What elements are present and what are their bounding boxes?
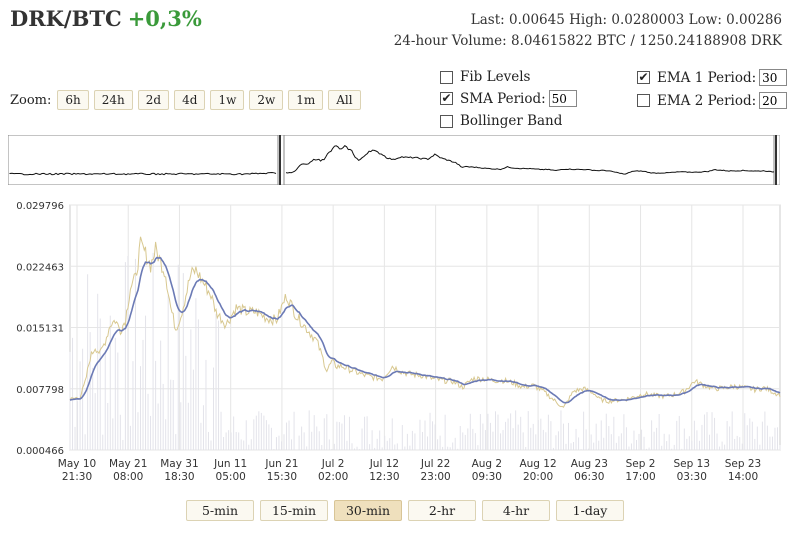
zoom-6h-button[interactable]: 6h [57,90,89,110]
zoom-4d-button[interactable]: 4d [174,90,206,110]
zoom-2w-button[interactable]: 2w [249,90,284,110]
fib-label: Fib Levels [460,69,531,85]
ema1-period-input[interactable] [759,69,788,86]
y-tick-label: 0.022463 [16,262,64,273]
zoom-2d-button[interactable]: 2d [137,90,170,110]
sma-period-input[interactable] [548,90,577,107]
volume-bars [69,252,781,450]
ema2-period-input[interactable] [759,92,788,109]
x-tick-time: 18:30 [164,471,194,483]
series-lines [69,236,781,408]
x-tick-date: Jun 11 [213,458,247,470]
bollinger-checkbox[interactable] [440,114,453,128]
x-tick-date: Jul 2 [321,458,345,470]
ema-line [69,256,781,404]
period-15min-button[interactable]: 15-min [260,500,328,521]
sma-option[interactable]: ✔ SMA Period: [440,90,577,107]
ema2-option[interactable]: EMA 2 Period: [637,92,788,109]
x-tick-date: Jul 22 [420,458,450,470]
period-30min-button[interactable]: 30-min [334,500,402,521]
x-tick-date: Jul 12 [369,458,399,470]
x-tick-time: 21:30 [62,471,92,483]
fib-option[interactable]: Fib Levels [440,69,530,85]
pair-title: DRK/BTC +0,3% [10,6,202,31]
x-tick-time: 15:30 [267,471,297,483]
x-tick-time: 08:00 [113,471,143,483]
ema1-checkbox[interactable]: ✔ [637,70,650,84]
bollinger-option[interactable]: Bollinger Band [440,113,562,129]
navigator-mask-right [283,135,775,185]
sma-checkbox[interactable]: ✔ [440,91,453,105]
x-tick-date: Aug 23 [571,458,608,470]
ema2-label: EMA 2 Period: [657,92,757,109]
x-tick-date: Aug 2 [472,458,503,470]
x-tick-date: May 21 [109,458,147,470]
navigator-mask-left [8,135,279,185]
zoom-1m-button[interactable]: 1m [288,90,324,110]
x-tick-time: 12:30 [369,471,399,483]
x-tick-date: May 31 [160,458,198,470]
x-tick-time: 14:00 [728,471,758,483]
x-tick-date: Sep 23 [725,458,762,470]
x-tick-date: Jun 21 [264,458,298,470]
chart-grid [69,204,781,451]
x-tick-time: 06:30 [574,471,604,483]
price-stats: Last: 0.00645 High: 0.0280003 Low: 0.002… [470,12,782,28]
y-tick-label: 0.029796 [16,201,64,212]
y-tick-label: 0.000466 [16,446,64,457]
zoom-1w-button[interactable]: 1w [210,90,245,110]
zoom-all-button[interactable]: All [328,90,361,110]
period-1day-button[interactable]: 1-day [556,500,624,521]
x-tick-date: Aug 12 [519,458,556,470]
x-tick-time: 23:00 [420,471,450,483]
navigator-series [9,145,775,176]
bollinger-label: Bollinger Band [460,113,563,129]
zoom-label: Zoom: [10,92,52,108]
price-chart: 0.029796 0.022463 0.015131 0.007798 0.000466… [16,201,781,483]
x-tick-time: 02:00 [318,471,348,483]
y-tick-label: 0.015131 [16,324,64,335]
zoom-24h-button[interactable]: 24h [93,90,133,110]
zoom-bar: Zoom: 6h 24h 2d 4d 1w 2w 1m All [10,90,366,110]
navigator[interactable] [8,135,780,185]
period-4hr-button[interactable]: 4-hr [482,500,550,521]
period-bar: 5-min 15-min 30-min 2-hr 4-hr 1-day [186,500,630,521]
y-axis: 0.029796 0.022463 0.015131 0.007798 0.000466 [16,201,64,457]
ema1-label: EMA 1 Period: [657,69,757,86]
x-tick-date: May 10 [58,458,96,470]
ema1-option[interactable]: ✔ EMA 1 Period: [637,69,788,86]
x-tick-time: 05:00 [216,471,246,483]
x-tick-time: 17:00 [625,471,655,483]
ema2-checkbox[interactable] [637,94,650,107]
period-2hr-button[interactable]: 2-hr [408,500,476,521]
x-tick-date: Sep 2 [626,458,656,470]
volume-stats: 24-hour Volume: 8.04615822 BTC / 1250.24… [393,33,782,49]
x-tick-time: 03:30 [677,471,707,483]
x-tick-time: 09:30 [472,471,502,483]
y-tick-label: 0.007798 [16,385,64,396]
x-tick-date: Sep 13 [674,458,711,470]
pair-name: DRK/BTC [10,6,122,31]
period-5min-button[interactable]: 5-min [186,500,254,521]
fib-checkbox[interactable] [440,70,453,84]
sma-label: SMA Period: [460,90,546,107]
x-tick-time: 20:00 [523,471,553,483]
price-change: +0,3% [127,6,202,31]
